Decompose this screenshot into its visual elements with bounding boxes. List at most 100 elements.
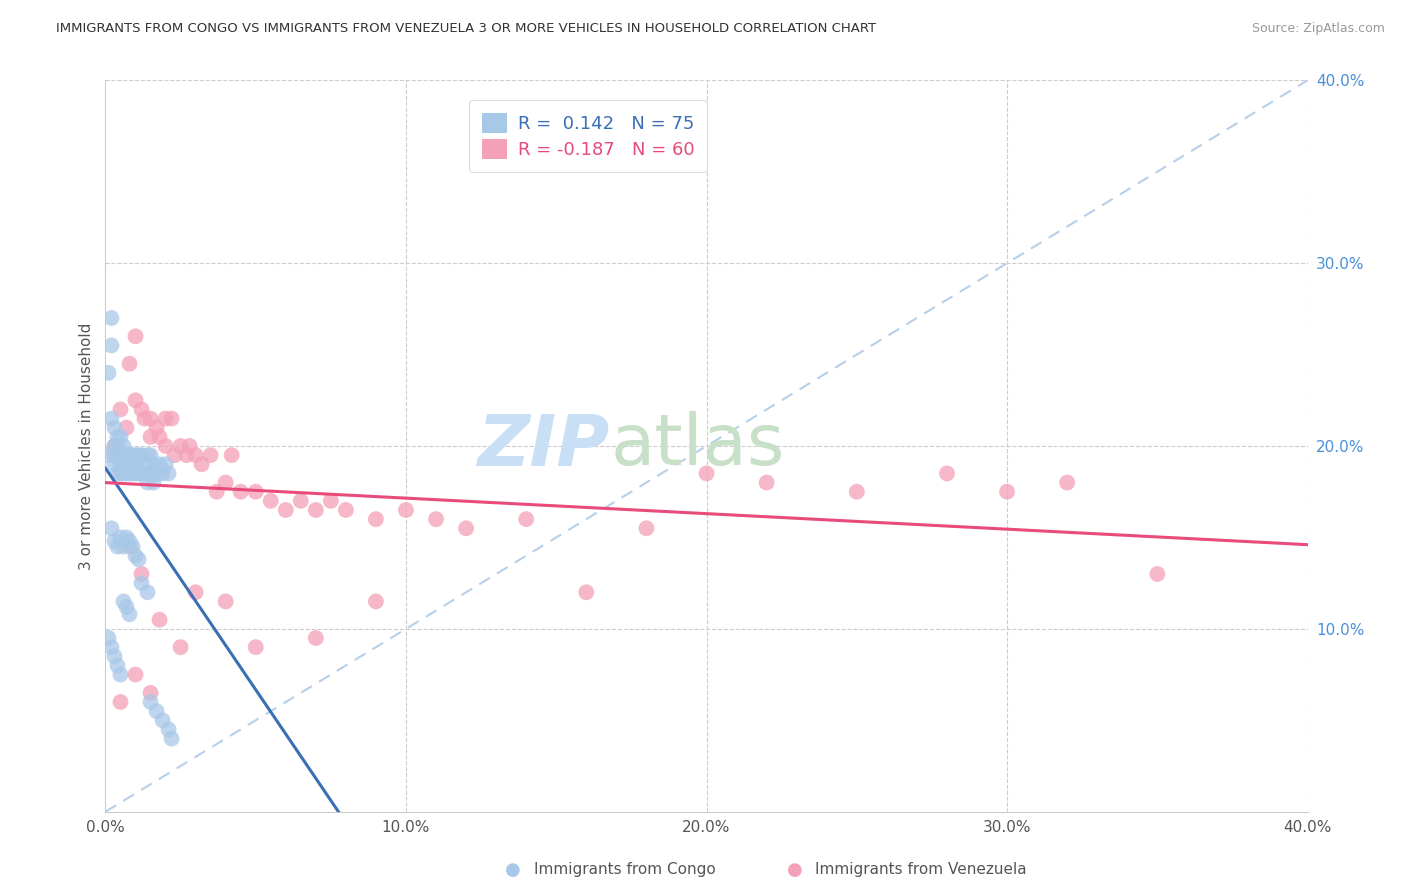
Point — [100, 311, 122, 326]
Point — [124, 448, 146, 462]
Point — [190, 458, 212, 472]
Point — [115, 448, 138, 462]
Point — [245, 640, 267, 655]
Point — [142, 458, 165, 472]
Point — [290, 493, 312, 508]
Point — [107, 467, 129, 481]
Point — [110, 667, 132, 681]
Point — [112, 439, 135, 453]
Point — [169, 439, 191, 453]
Point — [103, 439, 125, 453]
Point — [139, 411, 162, 425]
Text: Source: ZipAtlas.com: Source: ZipAtlas.com — [1251, 22, 1385, 36]
Point — [305, 503, 328, 517]
Point — [97, 631, 120, 645]
Point — [107, 430, 129, 444]
Point — [128, 552, 150, 566]
Point — [103, 534, 125, 549]
Point — [214, 475, 236, 490]
Point — [184, 585, 207, 599]
Text: Immigrants from Venezuela: Immigrants from Venezuela — [815, 863, 1028, 877]
Legend: R =  0.142   N = 75, R = -0.187   N = 60: R = 0.142 N = 75, R = -0.187 N = 60 — [470, 100, 707, 171]
Point — [110, 695, 132, 709]
Point — [124, 393, 146, 408]
Point — [205, 484, 228, 499]
Point — [139, 448, 162, 462]
Point — [1056, 475, 1078, 490]
Point — [575, 585, 598, 599]
Point — [515, 512, 537, 526]
Point — [157, 467, 180, 481]
Point — [118, 540, 141, 554]
Point — [176, 448, 198, 462]
Point — [124, 667, 146, 681]
Point — [118, 458, 141, 472]
Point — [157, 723, 180, 737]
Point — [260, 493, 283, 508]
Point — [103, 458, 125, 472]
Point — [305, 631, 328, 645]
Point — [142, 475, 165, 490]
Point — [110, 467, 132, 481]
Point — [148, 613, 170, 627]
Point — [155, 458, 177, 472]
Point — [97, 448, 120, 462]
Point — [112, 448, 135, 462]
Point — [124, 549, 146, 563]
Point — [100, 411, 122, 425]
Text: Immigrants from Congo: Immigrants from Congo — [534, 863, 716, 877]
Point — [179, 439, 201, 453]
Point — [995, 484, 1018, 499]
Point — [121, 467, 143, 481]
Point — [103, 649, 125, 664]
Point — [148, 430, 170, 444]
Point — [124, 467, 146, 481]
Point — [155, 45, 177, 60]
Point — [118, 467, 141, 481]
Point — [152, 467, 174, 481]
Point — [148, 458, 170, 472]
Point — [121, 540, 143, 554]
Point — [364, 512, 387, 526]
Point — [214, 594, 236, 608]
Point — [134, 411, 156, 425]
Point — [155, 411, 177, 425]
Point — [221, 448, 243, 462]
Point — [319, 493, 342, 508]
Point — [131, 567, 153, 582]
Point — [131, 467, 153, 481]
Point — [335, 503, 357, 517]
Point — [160, 731, 183, 746]
Point — [145, 421, 167, 435]
Text: atlas: atlas — [610, 411, 785, 481]
Point — [118, 357, 141, 371]
Point — [115, 458, 138, 472]
Point — [136, 585, 159, 599]
Text: ●: ● — [786, 861, 803, 879]
Point — [696, 467, 718, 481]
Point — [155, 439, 177, 453]
Point — [425, 512, 447, 526]
Point — [131, 576, 153, 591]
Point — [110, 448, 132, 462]
Point — [100, 338, 122, 352]
Point — [115, 530, 138, 544]
Point — [100, 521, 122, 535]
Point — [110, 530, 132, 544]
Text: ●: ● — [505, 861, 522, 879]
Point — [395, 503, 418, 517]
Point — [124, 458, 146, 472]
Point — [139, 686, 162, 700]
Text: ZIP: ZIP — [478, 411, 610, 481]
Point — [364, 594, 387, 608]
Text: IMMIGRANTS FROM CONGO VS IMMIGRANTS FROM VENEZUELA 3 OR MORE VEHICLES IN HOUSEHO: IMMIGRANTS FROM CONGO VS IMMIGRANTS FROM… — [56, 22, 876, 36]
Point — [121, 458, 143, 472]
Point — [115, 421, 138, 435]
Point — [755, 475, 778, 490]
Point — [103, 448, 125, 462]
Point — [139, 467, 162, 481]
Point — [229, 484, 252, 499]
Point — [160, 411, 183, 425]
Point — [1146, 567, 1168, 582]
Y-axis label: 3 or more Vehicles in Household: 3 or more Vehicles in Household — [79, 322, 94, 570]
